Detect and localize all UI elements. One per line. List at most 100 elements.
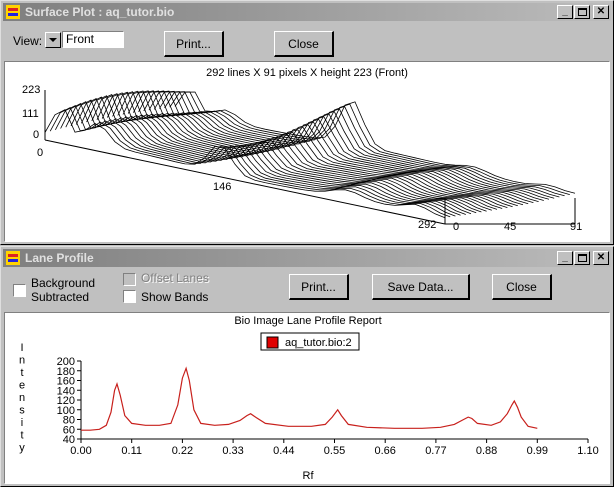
x-tick-label: 0.00 — [70, 445, 91, 457]
surface-plot-area: 292 lines X 91 pixels X height 223 (Fron… — [4, 61, 610, 242]
offset-lanes-checkbox[interactable] — [123, 273, 136, 286]
surface-mesh-line — [153, 90, 555, 199]
surface-mesh-line — [133, 90, 534, 203]
surface-mesh-line — [96, 93, 498, 210]
surface-mesh-line — [81, 96, 482, 213]
y-tick-label: 160 — [57, 376, 75, 388]
surface-mesh-line — [55, 104, 456, 217]
surface-mesh-line — [44, 109, 446, 219]
x-tick-label: 0.44 — [273, 445, 294, 457]
y-axis-label-char: y — [19, 442, 25, 454]
y-axis-label-char: n — [19, 392, 25, 404]
minimize-icon: _ — [562, 6, 568, 17]
minimize-button[interactable]: _ — [557, 5, 573, 19]
close-window-button[interactable]: ✕ — [593, 251, 609, 265]
surface-close-button[interactable]: Close — [274, 31, 334, 57]
y-axis-label-char: t — [20, 367, 23, 379]
view-value: Front — [66, 32, 95, 46]
y-tick-label: 200 — [57, 356, 75, 368]
series-line — [81, 366, 538, 431]
surface-print-button[interactable]: Print... — [164, 31, 224, 57]
x-tick-label: 0.99 — [527, 445, 548, 457]
background-subtracted-label-2: Subtracted — [31, 290, 90, 304]
y-axis-label-char: i — [21, 417, 23, 429]
surface-mesh-line — [60, 103, 461, 216]
show-bands-checkbox[interactable] — [123, 290, 136, 303]
y-axis-label-char: t — [20, 430, 23, 442]
surface-mesh-line — [159, 91, 560, 198]
y-tick-label: 140 — [57, 385, 75, 397]
y-axis-label-char: e — [19, 380, 25, 392]
surface-mesh-line — [91, 94, 492, 211]
pixel-tick-45: 45 — [504, 221, 516, 233]
y-axis-label-char: s — [19, 405, 25, 417]
surface-plot-graphic: 223 111 0 0 146 292 0 45 91 — [22, 84, 582, 233]
surface-mesh-line — [65, 101, 466, 215]
window-title: Surface Plot : aq_tutor.bio — [25, 5, 175, 19]
surface-mesh-line — [148, 90, 550, 200]
surface-mesh-line — [169, 91, 570, 195]
maximize-button[interactable] — [574, 251, 590, 265]
chart-legend: aq_tutor.bio:2 — [260, 332, 360, 351]
x-tick-label: 0.55 — [324, 445, 345, 457]
offset-lanes-label: Offset Lanes — [141, 271, 209, 285]
y-tick-label: 60 — [63, 424, 75, 436]
close-window-button[interactable]: ✕ — [593, 5, 609, 19]
view-label: View: — [13, 34, 43, 48]
surface-mesh-line — [143, 90, 544, 201]
z-tick-0: 0 — [33, 129, 39, 141]
surface-mesh-line — [49, 107, 451, 218]
background-subtracted-label-1: Background — [31, 276, 96, 290]
x-tick-label: 0.77 — [425, 445, 446, 457]
window-title: Lane Profile — [25, 251, 94, 265]
y-axis-label-char: n — [19, 355, 25, 367]
show-bands-label: Show Bands — [141, 290, 209, 304]
surface-plot-titlebar[interactable]: Surface Plot : aq_tutor.bio _ ✕ — [3, 3, 611, 21]
chevron-down-icon — [49, 38, 57, 42]
surface-mesh-line — [112, 91, 513, 208]
view-field[interactable]: Front — [62, 31, 124, 48]
maximize-icon — [577, 8, 587, 16]
close-icon: ✕ — [596, 252, 606, 263]
y-tick-label: 40 — [63, 434, 75, 446]
x-tick-label: 0.22 — [172, 445, 193, 457]
surface-mesh-line — [174, 91, 576, 194]
y-tick-label: 120 — [57, 395, 75, 407]
surface-mesh-line — [127, 90, 529, 205]
surface-plot-window: Surface Plot : aq_tutor.bio _ ✕ View: Fr… — [0, 0, 614, 245]
surface-mesh-line — [164, 91, 565, 197]
lane-profile-chart-area: Bio Image Lane Profile Report aq_tutor.bi… — [4, 312, 610, 484]
x-tick-label: 0.11 — [121, 445, 142, 457]
chart-title: Bio Image Lane Profile Report — [234, 315, 381, 327]
line-tick-0: 0 — [37, 147, 43, 159]
y-tick-label: 80 — [63, 415, 75, 427]
surface-mesh-line — [86, 95, 487, 212]
minimize-button[interactable]: _ — [557, 251, 573, 265]
minimize-icon: _ — [562, 252, 568, 263]
maximize-icon — [577, 254, 587, 262]
surface-mesh-line — [107, 91, 508, 208]
x-tick-label: 0.66 — [374, 445, 395, 457]
z-tick-111: 111 — [22, 108, 39, 120]
maximize-button[interactable] — [574, 5, 590, 19]
lane-close-button[interactable]: Close — [492, 274, 552, 300]
view-dropdown-button[interactable] — [45, 32, 61, 48]
x-tick-label: 0.33 — [222, 445, 243, 457]
x-axis-label: Rf — [303, 470, 315, 482]
legend-box — [260, 332, 360, 351]
lane-profile-window: Lane Profile _ ✕ Background Subtracted O… — [0, 246, 614, 487]
background-subtracted-checkbox[interactable] — [13, 284, 26, 297]
z-tick-223: 223 — [22, 84, 40, 96]
legend-swatch — [266, 336, 279, 349]
surface-mesh-line — [117, 90, 518, 207]
save-data-button[interactable]: Save Data... — [372, 274, 470, 300]
legend-label: aq_tutor.bio:2 — [285, 337, 352, 349]
lane-profile-titlebar[interactable]: Lane Profile _ ✕ — [3, 249, 611, 267]
pixel-tick-0: 0 — [453, 221, 459, 233]
x-tick-label: 1.10 — [577, 445, 598, 457]
surface-mesh-line — [122, 90, 524, 206]
surface-mesh-line — [70, 99, 472, 215]
lane-print-button[interactable]: Print... — [289, 274, 349, 300]
y-tick-label: 100 — [57, 405, 75, 417]
surface-mesh-line — [138, 90, 539, 202]
